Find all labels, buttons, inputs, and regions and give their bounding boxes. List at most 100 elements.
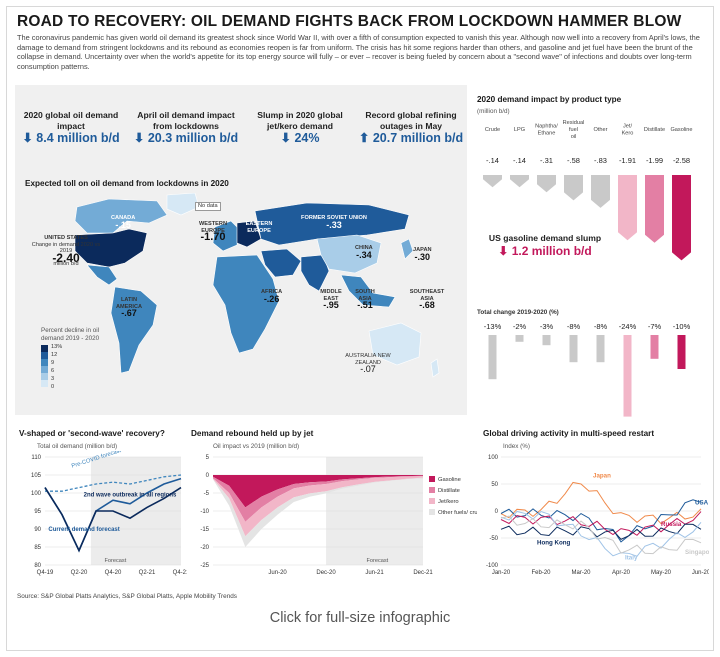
product-category-label: fuel	[569, 127, 578, 133]
y-tick-label: 105	[31, 473, 42, 479]
series-line	[500, 481, 702, 525]
product-category-label: Kero	[622, 131, 634, 137]
kpi-label: Slump in 2020 global jet/kero demand	[257, 110, 343, 131]
product-impact-bar	[537, 175, 556, 193]
x-tick-label: Jun-20	[692, 570, 709, 576]
map-latin-america	[110, 286, 158, 374]
map-canada	[74, 198, 168, 234]
stacked-area	[213, 476, 423, 537]
intro-text: The coronavirus pandemic has given world…	[17, 33, 700, 71]
product-value-label: -2.58	[673, 156, 690, 165]
map-middle-east	[260, 248, 302, 278]
kpi-value-text: 20.7 million b/d	[372, 131, 464, 145]
series-line	[500, 515, 702, 555]
map-label-south-asia: SOUTH ASIA -.51	[355, 289, 375, 311]
pct-value-label: -24%	[619, 322, 637, 331]
product-category-label: Naphtha/	[535, 124, 558, 130]
kpi-value: ⬇ 20.3 million b/d	[133, 131, 239, 145]
series-line	[500, 510, 702, 557]
product-value-label: -.58	[567, 156, 580, 165]
pct-change-bar	[650, 335, 659, 359]
x-tick-label: Q2-21	[139, 570, 156, 576]
series-line	[500, 499, 702, 543]
product-category-label: Other	[594, 127, 608, 133]
y-tick-label: -100	[486, 563, 499, 569]
map-title: Expected toll on oil demand from lockdow…	[25, 179, 229, 188]
legend-tick: 12	[51, 352, 58, 358]
pct-value-label: -8%	[594, 322, 608, 331]
product-value-label: -.83	[594, 156, 607, 165]
product-impact-bar	[618, 175, 637, 241]
pct-change-bar	[569, 335, 578, 363]
map-eastern-europe	[236, 220, 262, 248]
series-label: Japan	[593, 473, 611, 480]
kpi-value: ⬆ 20.7 million b/d	[358, 131, 464, 145]
x-tick-label: Dec-20	[316, 570, 336, 576]
product-category-label: Gasoline	[670, 127, 692, 133]
product-impact-bar	[645, 175, 664, 243]
forecast-label: Forecast	[366, 558, 388, 564]
series-label: Hong Kong	[537, 539, 571, 546]
kpi-value-text: 20.3 million b/d	[147, 131, 239, 145]
legend-swatch	[41, 352, 48, 359]
legend-tick: 9	[51, 360, 55, 366]
map-legend: 13% 12 9 6 3 0	[41, 344, 62, 390]
map-china	[316, 234, 382, 274]
pct-change-bar	[623, 335, 632, 417]
kpi-value-text: 24%	[294, 131, 320, 145]
series-label: USA	[695, 500, 709, 507]
x-tick-label: Jan-20	[492, 570, 511, 576]
legend-swatch	[41, 373, 48, 380]
y-tick-label: -20	[200, 545, 209, 551]
map-new-zealand	[430, 358, 440, 378]
us-gasoline-slump: US gasoline demand slump ⬇ 1.2 million b…	[485, 233, 605, 258]
legend-label: Jet/kero	[438, 499, 459, 505]
page-title: ROAD TO RECOVERY: OIL DEMAND FIGHTS BACK…	[17, 13, 682, 30]
map-label-japan: JAPAN -.30	[413, 247, 432, 262]
vchart-title: V-shaped or 'second-wave' recovery?	[19, 429, 165, 438]
map-australia	[368, 322, 422, 366]
legend-swatch	[429, 498, 435, 504]
y-tick-label: -5	[204, 491, 210, 497]
slump-value-text: 1.2 million b/d	[511, 243, 592, 258]
full-size-link[interactable]: Click for full-size infographic	[269, 610, 451, 626]
map-japan	[400, 238, 414, 260]
pct-value-label: -13%	[484, 322, 502, 331]
source-note: Source: S&P Global Platts Analytics, S&P…	[17, 593, 237, 600]
world-map	[74, 193, 440, 378]
legend-swatch	[41, 345, 48, 352]
product-category-label: Distillate	[644, 127, 665, 133]
product-title: 2020 demand impact by product type	[477, 95, 622, 104]
x-tick-label: May-20	[651, 570, 672, 576]
legend-tick: 13%	[51, 344, 63, 350]
y-tick-label: 90	[34, 527, 41, 533]
stacked-area	[213, 475, 423, 508]
pct-value-label: -8%	[567, 322, 581, 331]
pct-value-label: -10%	[673, 322, 691, 331]
legend-label: Gasoline	[438, 477, 461, 483]
y-tick-label: 85	[34, 545, 41, 551]
series-label: 2nd wave outbreak in all regions	[84, 493, 177, 499]
product-category-label: LPG	[514, 127, 525, 133]
x-tick-label: Q4-21	[173, 570, 187, 576]
kpi-label: Record global refining outages in May	[365, 110, 457, 131]
jet-rebound-chart: Forecast 5 0 -5 -10 -15 -20 -25 Jun-20 Dec-20 Jun-…	[200, 455, 477, 576]
x-tick-label: Mar-20	[571, 570, 591, 576]
map-label-fsu: FORMER SOVIET UNION -.33	[301, 215, 367, 230]
y-tick-label: -25	[200, 563, 209, 569]
jchart-ylabel: Oil impact vs 2019 (million b/d)	[213, 443, 300, 450]
x-tick-label: Jun-20	[268, 570, 287, 576]
series-label: Singapore	[685, 549, 709, 556]
dchart-title: Global driving activity in multi-speed r…	[483, 429, 655, 438]
product-category-label: Jet/	[623, 124, 632, 130]
map-southeast-asia	[340, 274, 396, 308]
kpi-label: 2020 global oil demand impact	[23, 110, 119, 131]
series-label: Italy	[625, 555, 638, 562]
infographic[interactable]: ROAD TO RECOVERY: OIL DEMAND FIGHTS BACK…	[6, 6, 714, 651]
product-value-label: -.14	[486, 156, 499, 165]
product-category-label: Crude	[485, 127, 500, 133]
map-label-southeast-asia: SOUTHEAST ASIA -.68	[409, 289, 445, 311]
map-label-china: CHINA -.34	[355, 245, 373, 260]
kpi-global-impact: 2020 global oil demand impact ⬇ 8.4 mill…	[21, 110, 121, 144]
